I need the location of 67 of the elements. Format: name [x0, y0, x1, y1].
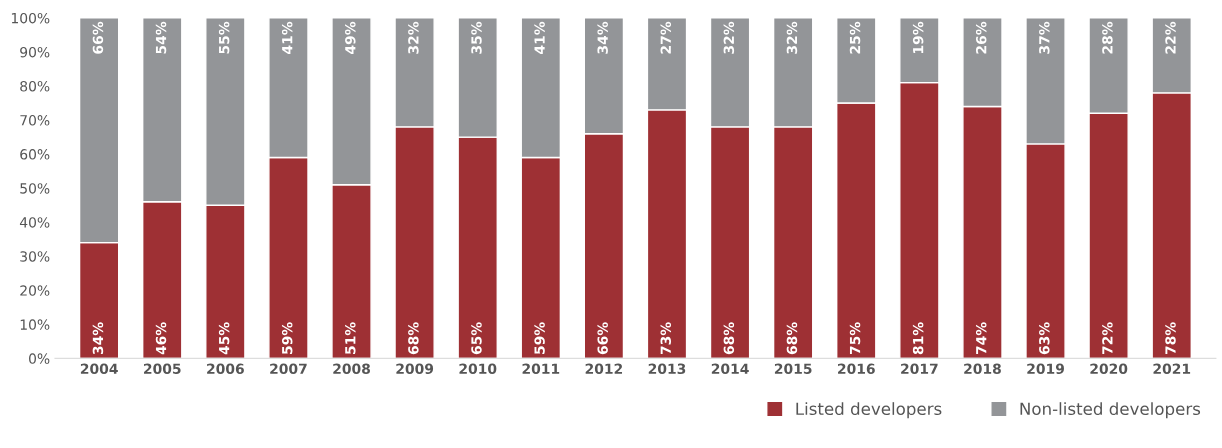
data-label: 54% [155, 21, 167, 54]
y-tick-label: 10% [20, 319, 50, 330]
x-tick-label: 2017 [901, 363, 938, 375]
data-label: 46% [155, 322, 167, 355]
x-tick-label: 2015 [774, 363, 812, 375]
data-label: 41% [534, 21, 545, 54]
y-tick-label: 40% [19, 217, 50, 228]
y-tick-label: 30% [20, 251, 50, 262]
x-tick-label: 2006 [207, 363, 244, 375]
data-label: 75% [849, 322, 861, 355]
x-tick-label: 2014 [711, 363, 749, 375]
data-label: 68% [723, 322, 735, 355]
data-label: 32% [408, 21, 419, 54]
y-tick-label: 20% [20, 285, 50, 296]
data-label: 32% [723, 21, 735, 54]
x-tick-label: 2016 [838, 363, 875, 375]
data-label: 25% [849, 21, 861, 54]
y-tick-label: 50% [20, 183, 50, 194]
y-tick-label: 70% [20, 115, 50, 126]
data-label: 59% [534, 322, 545, 354]
data-label: 28% [1102, 21, 1113, 54]
data-label: 65% [471, 322, 482, 355]
data-label: 59% [281, 322, 293, 354]
data-label: 68% [786, 322, 798, 355]
x-tick-label: 2011 [522, 363, 560, 375]
legend-label: Listed developers [796, 402, 942, 419]
x-tick-label: 2012 [585, 363, 623, 375]
data-label: 32% [786, 21, 798, 54]
x-tick-label: 2020 [1090, 363, 1128, 375]
data-label: 41% [281, 21, 293, 54]
x-tick-label: 2010 [459, 363, 497, 375]
data-label: 72% [1102, 322, 1113, 355]
x-tick-label: 2019 [1027, 363, 1064, 375]
data-label: 34% [92, 322, 104, 355]
data-label: 68% [408, 322, 419, 355]
y-tick-label: 60% [20, 149, 50, 160]
y-tick-label: 80% [20, 80, 50, 92]
x-tick-label: 2009 [396, 363, 434, 375]
data-label: 55% [218, 21, 230, 54]
x-tick-label: 2005 [144, 363, 181, 375]
data-label: 34% [597, 21, 608, 54]
data-label: 74% [975, 322, 987, 355]
data-label: 49% [345, 21, 356, 54]
x-tick-label: 2018 [964, 363, 1001, 375]
y-tick-label: 0% [29, 353, 50, 364]
data-label: 19% [912, 21, 924, 53]
data-label: 35% [471, 21, 482, 54]
data-label: 26% [975, 21, 987, 54]
x-tick-label: 2007 [270, 363, 307, 375]
data-label: 22% [1165, 21, 1176, 54]
y-tick-label: 90% [20, 46, 50, 58]
data-label: 45% [218, 322, 230, 355]
x-tick-label: 2008 [333, 363, 370, 375]
x-tick-label: 2013 [648, 363, 686, 375]
data-label: 81% [912, 322, 924, 355]
data-label: 63% [1039, 322, 1050, 355]
x-tick-label: 2021 [1153, 363, 1191, 375]
data-label: 66% [597, 322, 608, 355]
legend-label: Non-listed developers [1020, 402, 1201, 419]
x-tick-label: 2004 [80, 363, 118, 375]
y-tick-label: 100% [11, 12, 50, 24]
data-label: 78% [1165, 322, 1176, 355]
data-label: 73% [660, 322, 672, 355]
data-label: 37% [1039, 21, 1050, 54]
data-label: 51% [345, 322, 356, 354]
data-label: 27% [660, 21, 672, 54]
data-label: 66% [92, 21, 104, 54]
